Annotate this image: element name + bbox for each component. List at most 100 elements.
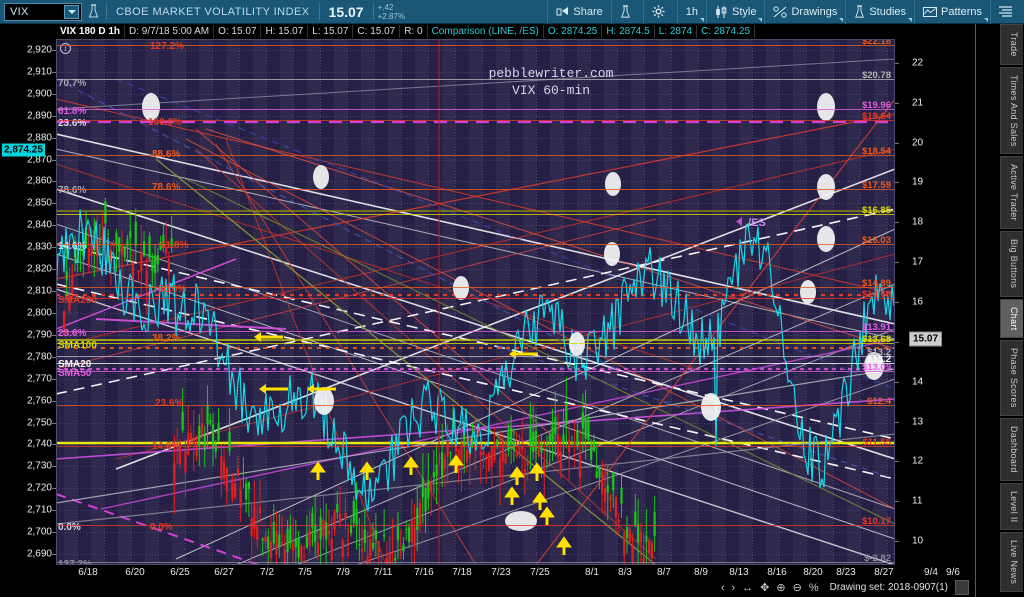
axis-tick-mark [52, 49, 56, 51]
axis-tick-mark [52, 400, 56, 402]
fit-width-icon[interactable]: ↔ [742, 581, 754, 594]
right-axis-tick: 12 [912, 455, 924, 467]
style-button[interactable]: Style [706, 0, 764, 24]
left-axis-tick: 2,760 [26, 395, 52, 407]
timeframe-button[interactable]: 1h [676, 0, 706, 24]
left-axis-tick: 2,720 [26, 482, 52, 494]
sidebar-tab-active-trader[interactable]: Active Trader [1000, 156, 1023, 230]
axis-tick-mark [52, 159, 56, 161]
ohlc-date: D: 9/7/18 5:00 AM [125, 25, 215, 38]
price-change: +.42 +2.87% [378, 3, 405, 21]
crosshair-icon[interactable]: ✥ [760, 582, 770, 594]
next-icon[interactable]: › [731, 581, 736, 594]
axis-tick-mark [52, 510, 56, 512]
info-icon[interactable]: i [60, 43, 71, 54]
sidebar-tab-dashboard[interactable]: Dashboard [1000, 417, 1023, 481]
price-level-line [56, 331, 895, 332]
price-level-line [56, 287, 895, 288]
prev-icon[interactable]: ‹ [720, 581, 725, 594]
left-axis-tick: 2,730 [26, 460, 52, 472]
flask-tool-button[interactable] [610, 0, 643, 24]
price-level-label: $19.96 [861, 100, 891, 111]
price-level-label: $-2.82 [864, 553, 891, 564]
zoom-in-icon[interactable]: ⊕ [776, 582, 786, 594]
menu-icon[interactable] [990, 0, 1024, 24]
patterns-button[interactable]: Patterns [914, 0, 990, 24]
left-axis-tick: 2,690 [26, 548, 52, 560]
left-axis-tick: 2,880 [26, 132, 52, 144]
right-axis-tick: 10 [912, 535, 924, 547]
time-axis-tick: 8/3 [618, 567, 632, 578]
time-axis-tick: 8/16 [767, 567, 787, 578]
sidebar-tab-phase-scores[interactable]: Phase Scores [1000, 340, 1023, 416]
price-level-line [56, 298, 895, 299]
left-axis-tick: 2,830 [26, 241, 52, 253]
chart-plot-area[interactable]: i pebblewriter.com VIX 60-min 70.7% 61.8%… [56, 39, 895, 565]
drawing-set-dropdown[interactable] [955, 580, 969, 595]
right-axis-tick: 16 [912, 296, 924, 308]
flask-icon[interactable] [82, 0, 104, 24]
symbol-description: CBOE MARKET VOLATILITY INDEX [116, 5, 310, 18]
time-axis-tick: 8/1 [585, 567, 599, 578]
watermark-line1: pebblewriter.com [488, 66, 614, 81]
price-level-label: $13.68 [861, 334, 891, 345]
price-level-label: $13.2 [867, 354, 891, 365]
price-level-line [56, 356, 895, 357]
axis-tick-mark [52, 466, 56, 468]
ohlc-open: O: 15.07 [214, 25, 262, 38]
price-level-line [56, 155, 895, 156]
left-axis-tick: 2,740 [26, 438, 52, 450]
price-level-line [56, 244, 895, 245]
time-axis-tick: 7/25 [530, 567, 550, 578]
sidebar-tab-chart[interactable]: Chart [1000, 298, 1023, 339]
axis-tick-mark [52, 312, 56, 314]
price-level-line [56, 45, 895, 46]
right-price-axis[interactable]: 2221201918171615141312111015.07 [895, 39, 975, 565]
left-price-axis[interactable]: 2,920 2,910 2,900 2,890 2,880 2,870 2,860 2,850… [0, 39, 56, 565]
time-axis-tick: 6/18 [78, 567, 98, 578]
es-annotation-label: /ES [748, 217, 766, 229]
toolbar-actions: Share 1h Style Drawings [547, 0, 1024, 24]
time-axis-tick: 6/20 [125, 567, 145, 578]
left-axis-tick: 2,840 [26, 219, 52, 231]
fib-level-label: 50.0% [158, 284, 187, 295]
change-percent: +2.87% [377, 11, 405, 21]
right-axis-tick: 17 [912, 256, 924, 268]
price-level-line [56, 562, 895, 563]
comparison-close: C: 2874.25 [697, 25, 756, 38]
right-axis-tick: 11 [912, 495, 923, 507]
watermark: pebblewriter.com VIX 60-min [441, 65, 661, 99]
price-level-label: $22.18 [861, 39, 891, 47]
studies-button[interactable]: Studies [845, 0, 914, 24]
sidebar-tab-big-buttons[interactable]: Big Buttons [1000, 231, 1023, 297]
comparison-low: L: 2874 [655, 25, 698, 38]
axis-tick-mark [52, 444, 56, 446]
zoom-out-icon[interactable]: ⊖ [792, 582, 802, 594]
chevron-down-icon[interactable] [64, 4, 79, 19]
sidebar-tab-live-news[interactable]: Live News [1000, 531, 1023, 593]
comparison-high: H: 2874.5 [602, 25, 655, 38]
watermark-line2: VIX 60-min [511, 83, 590, 98]
axis-tick-mark [52, 181, 56, 183]
sidebar-tab-level-ii[interactable]: Level II [1000, 482, 1023, 530]
axis-tick-mark [52, 554, 56, 556]
comparison-open: O: 2874.25 [544, 25, 603, 38]
chart-title: VIX 180 D 1h [0, 25, 126, 38]
chevron-down-icon [839, 17, 844, 22]
sidebar-tab-times-and-sales[interactable]: Times And Sales [1000, 66, 1023, 155]
percent-icon[interactable]: % [808, 581, 819, 594]
price-level-line [56, 363, 895, 364]
drawings-button[interactable]: Drawings [764, 0, 845, 24]
symbol-input[interactable]: VIX [4, 2, 82, 21]
fib-level-label: 61.8% [160, 240, 189, 251]
price-level-line [56, 109, 895, 110]
toolbar-divider [106, 3, 107, 20]
symbol-value: VIX [10, 5, 29, 18]
sidebar-tab-trade[interactable]: Trade [1000, 24, 1023, 65]
share-button[interactable]: Share [547, 0, 610, 24]
ohlc-range: R: 0 [400, 25, 428, 38]
patterns-label: Patterns [941, 5, 982, 18]
time-axis[interactable]: 6/18 6/20 6/25 6/27 7/2 7/5 7/9 7/11 7/16 7/18 7/2… [0, 565, 975, 582]
gear-icon[interactable] [642, 0, 677, 24]
